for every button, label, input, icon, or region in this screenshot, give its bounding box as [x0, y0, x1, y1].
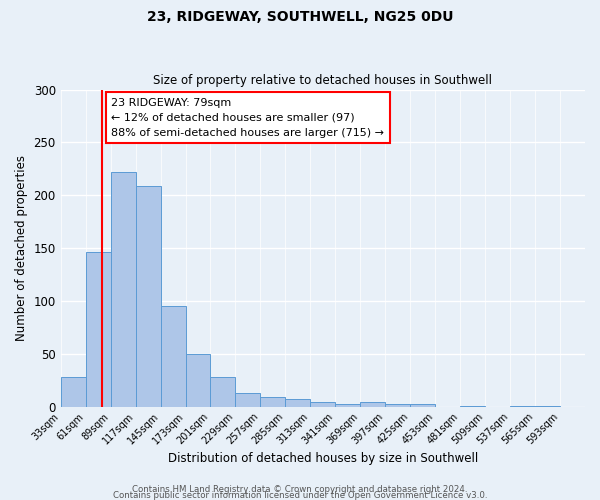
X-axis label: Distribution of detached houses by size in Southwell: Distribution of detached houses by size …: [168, 452, 478, 465]
Bar: [385, 404, 410, 406]
Y-axis label: Number of detached properties: Number of detached properties: [15, 155, 28, 341]
Text: Contains HM Land Registry data © Crown copyright and database right 2024.: Contains HM Land Registry data © Crown c…: [132, 484, 468, 494]
Bar: [235, 393, 260, 406]
Bar: [110, 172, 136, 406]
Bar: [61, 377, 86, 406]
Bar: [335, 404, 360, 406]
Bar: [410, 404, 435, 406]
Bar: [310, 402, 335, 406]
Text: 23 RIDGEWAY: 79sqm
← 12% of detached houses are smaller (97)
88% of semi-detache: 23 RIDGEWAY: 79sqm ← 12% of detached hou…: [112, 98, 385, 138]
Bar: [161, 306, 185, 406]
Bar: [286, 399, 310, 406]
Bar: [360, 402, 385, 406]
Text: Contains public sector information licensed under the Open Government Licence v3: Contains public sector information licen…: [113, 490, 487, 500]
Bar: [185, 354, 211, 406]
Bar: [136, 186, 161, 406]
Bar: [211, 377, 235, 406]
Title: Size of property relative to detached houses in Southwell: Size of property relative to detached ho…: [154, 74, 493, 87]
Bar: [86, 252, 110, 406]
Bar: [260, 397, 286, 406]
Text: 23, RIDGEWAY, SOUTHWELL, NG25 0DU: 23, RIDGEWAY, SOUTHWELL, NG25 0DU: [147, 10, 453, 24]
